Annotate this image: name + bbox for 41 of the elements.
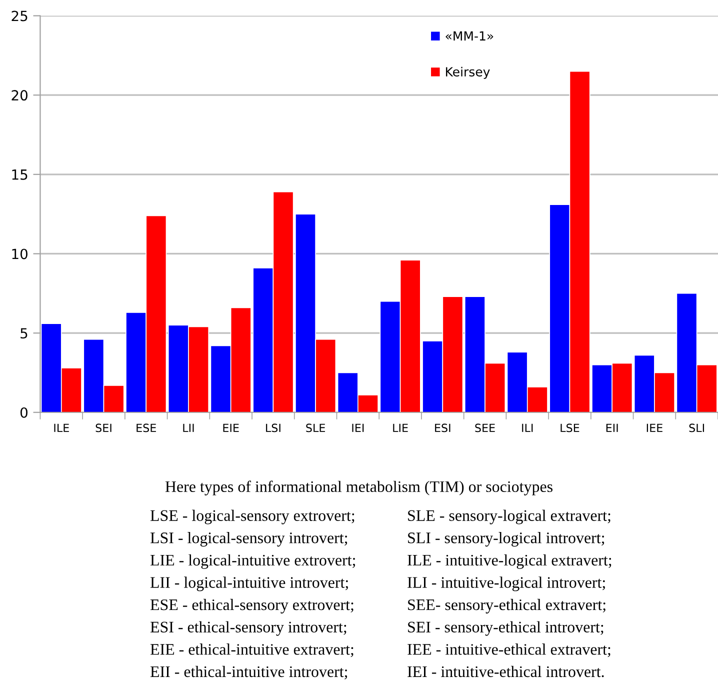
text: LSE - logical-sensory extrovert; xyxy=(150,510,354,524)
text: ESE - ethical-sensory extrovert; xyxy=(150,598,354,614)
text: SEE- sensory-ethical extravert; xyxy=(408,598,606,614)
x-tick-label: SEE xyxy=(475,424,495,432)
x-tick-label: ESE xyxy=(136,424,156,432)
text: Here types of informational metabolism (TIM) or sociotypes xyxy=(165,480,552,496)
text: EII - ethical-intuitive introvert; xyxy=(150,666,348,680)
x-tick-label: LII xyxy=(183,424,194,432)
x-tick-label: SEI xyxy=(96,424,112,432)
x-tick-label: SLI xyxy=(689,424,704,432)
x-tick-label: LSI xyxy=(266,424,280,432)
text: SLI - sensory-logical introvert; xyxy=(408,532,604,547)
text: IEI - intuitive-ethical introvert. xyxy=(408,666,604,678)
y-tick-label: 20 xyxy=(12,90,28,101)
text: LII - logical-intuitive introvert; xyxy=(150,576,348,592)
y-tick-label: 25 xyxy=(12,10,28,22)
text: IEE - intuitive-ethical extravert; xyxy=(408,644,610,658)
y-tick-label: 0 xyxy=(20,407,28,418)
x-tick-label: IEI xyxy=(352,424,364,432)
x-tick-label: LSE xyxy=(560,424,580,432)
text: EIE - ethical-intuitive extravert; xyxy=(150,644,354,658)
text: SLE - sensory-logical extravert; xyxy=(408,510,610,524)
legend-label: «MM-1» xyxy=(446,31,494,40)
x-tick-label: EIE xyxy=(223,424,239,432)
x-tick-label: ESI xyxy=(435,424,450,432)
text: ESI - ethical-sensory introvert; xyxy=(150,621,346,636)
x-tick-label: EII xyxy=(606,424,618,432)
y-tick-label: 15 xyxy=(12,170,28,180)
y-tick-label: 5 xyxy=(20,328,28,339)
x-tick-label: ILI xyxy=(522,424,533,432)
text: LIE - logical-intuitive extrovert; xyxy=(150,554,356,569)
legend-label: Keirsey xyxy=(446,66,490,79)
x-tick-label: LIE xyxy=(393,424,408,432)
y-tick-label: 10 xyxy=(12,248,28,260)
text: SEI - sensory-ethical introvert; xyxy=(408,621,604,636)
x-tick-label: SLE xyxy=(306,424,325,432)
x-tick-label: ILE xyxy=(54,424,69,432)
text: ILE - intuitive-logical extravert; xyxy=(408,554,612,569)
x-tick-label: IEE xyxy=(646,424,662,432)
text: LSI - logical-sensory introvert; xyxy=(150,532,348,547)
text: ILI - intuitive-logical introvert; xyxy=(408,576,605,592)
